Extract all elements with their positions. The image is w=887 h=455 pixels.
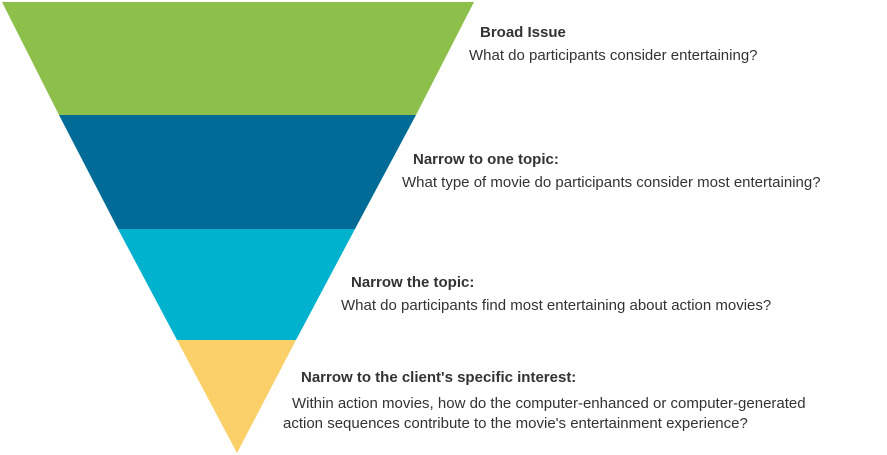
funnel-band-client-interest [177, 340, 296, 453]
funnel-band-broad-issue [2, 2, 474, 115]
funnel-band-narrow-topic [118, 229, 355, 340]
stage-title: Narrow to the client's specific interest… [301, 369, 577, 386]
stage-client-interest: Narrow to the client's specific interest… [283, 368, 883, 434]
funnel-band-one-topic [59, 115, 416, 229]
stage-description: What do participants consider entertaini… [469, 47, 758, 64]
stage-title: Narrow the topic: [351, 274, 475, 291]
stage-description-line: action sequences contribute to the movie… [283, 415, 748, 432]
stage-description: What type of movie do participants consi… [402, 174, 821, 191]
stage-description-line: Within action movies, how do the compute… [292, 395, 806, 412]
stage-title: Narrow to one topic: [413, 151, 559, 168]
stage-one-topic: Narrow to one topic: What type of movie … [402, 150, 821, 193]
stage-narrow-topic: Narrow the topic: What do participants f… [341, 273, 771, 316]
stage-description: What do participants find most entertain… [341, 297, 772, 314]
stage-description: Within action movies, how do the compute… [283, 394, 883, 434]
stage-title: Broad Issue [480, 24, 566, 41]
stage-broad-issue: Broad Issue What do participants conside… [469, 23, 758, 66]
